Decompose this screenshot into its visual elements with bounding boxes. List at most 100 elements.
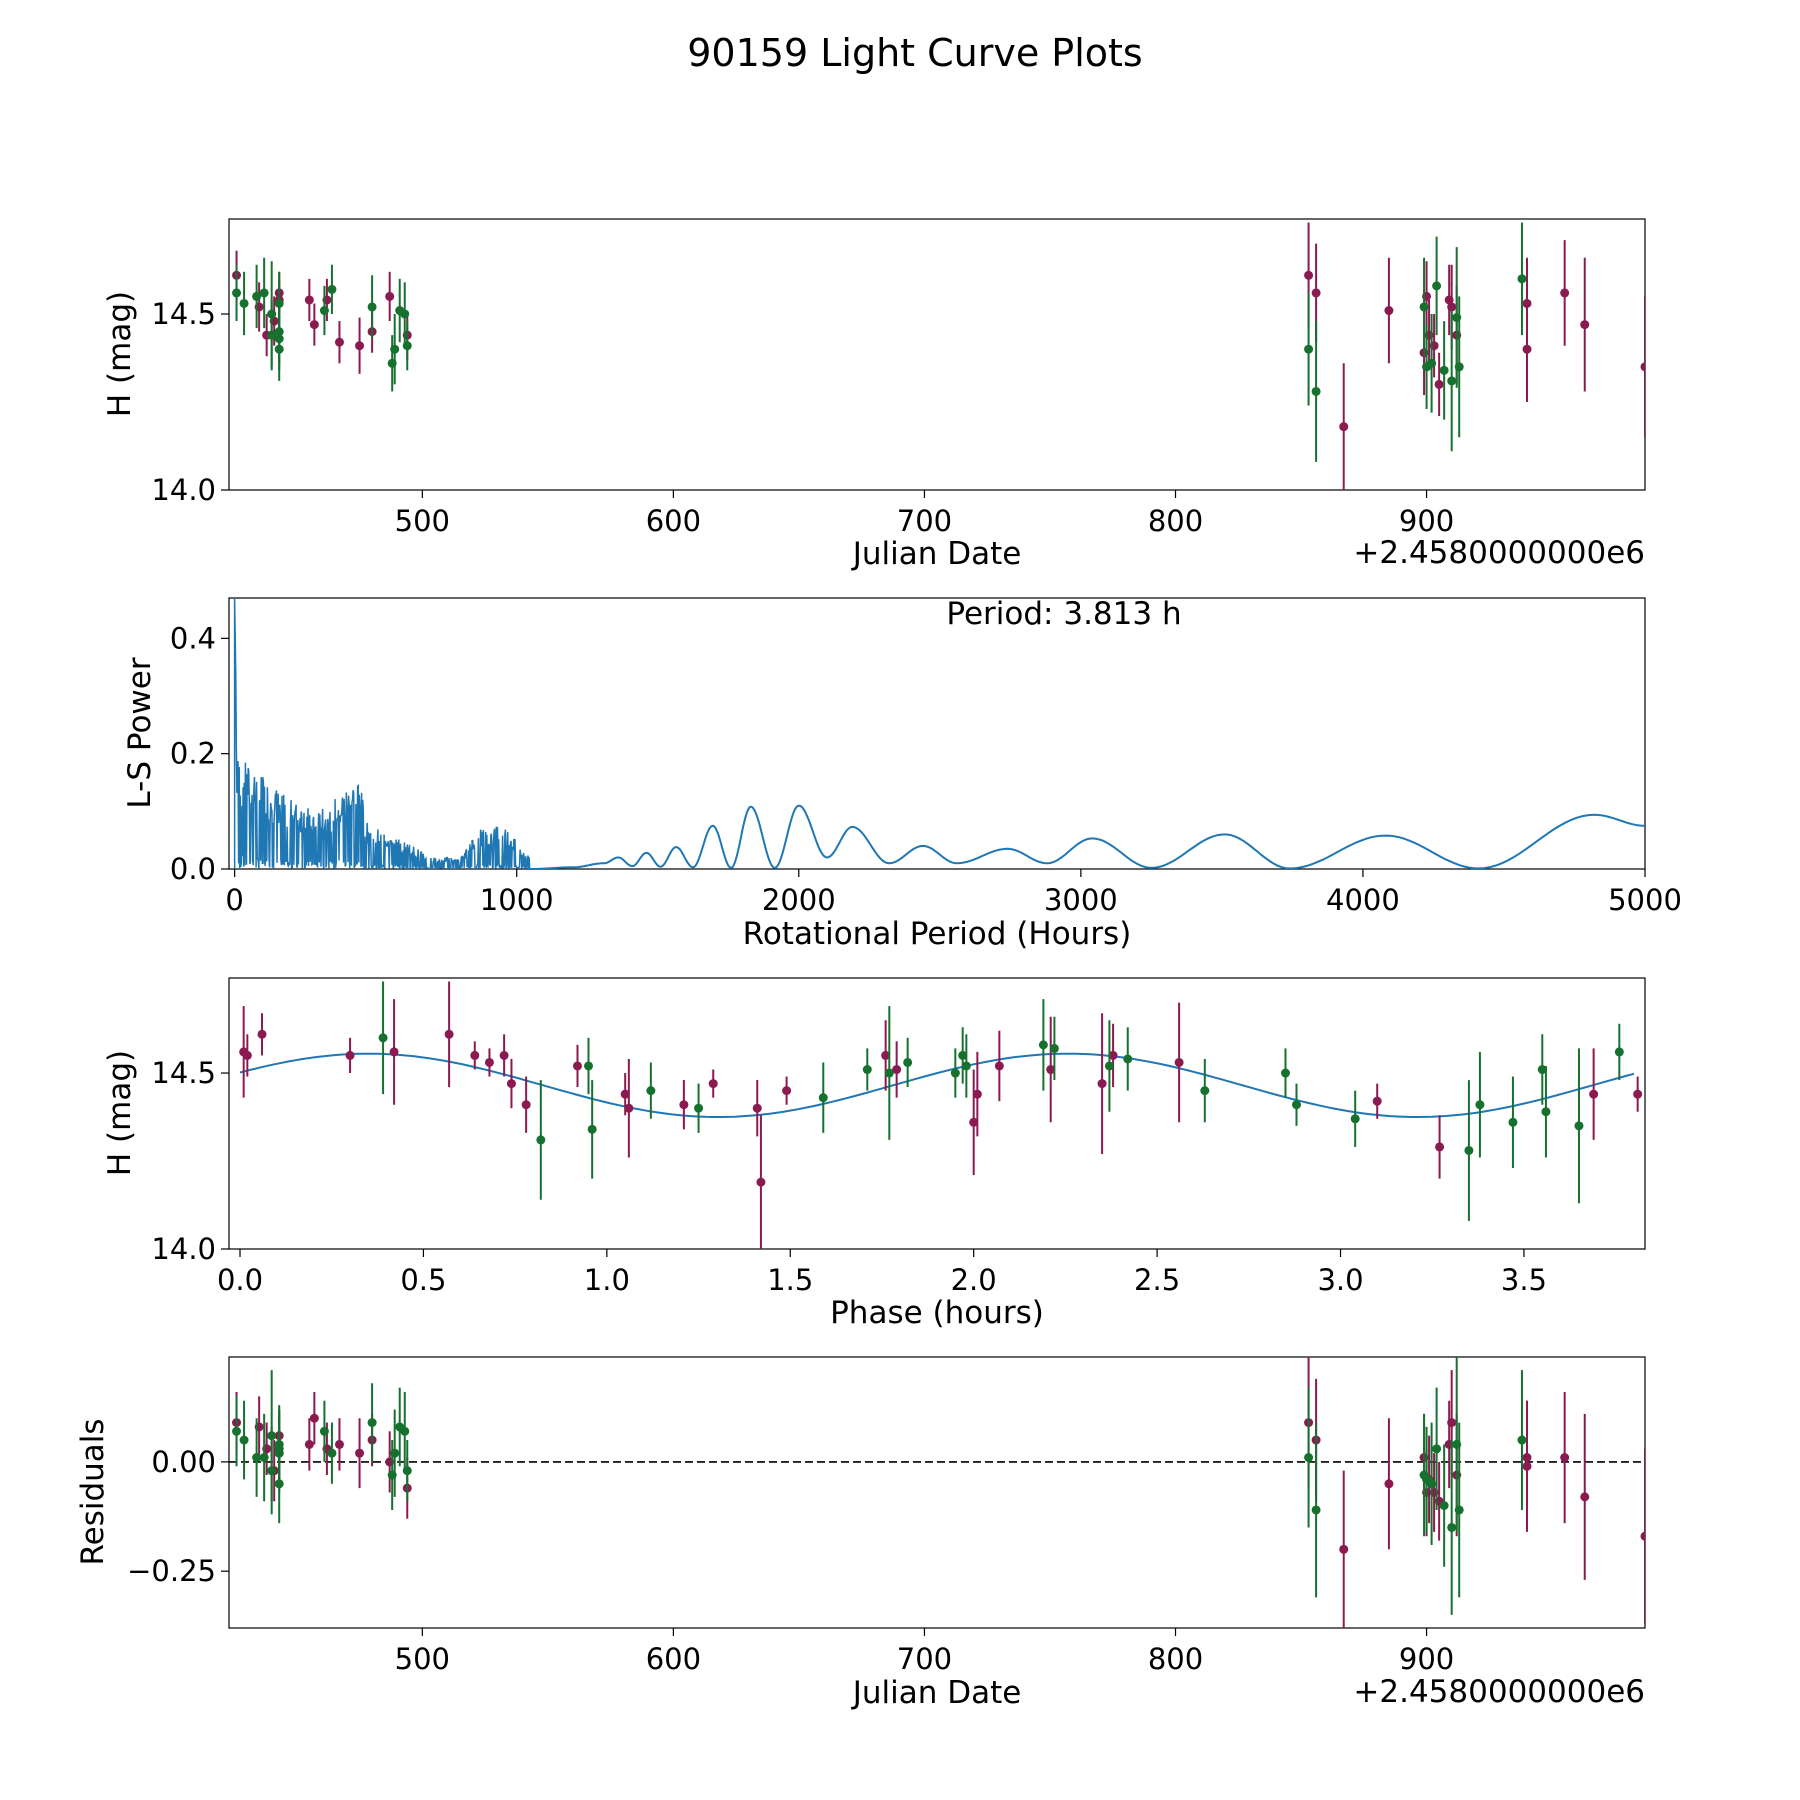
g-band-point (319, 306, 329, 316)
g-band-point (961, 1061, 971, 1071)
g-band-point (1304, 1453, 1314, 1463)
x-tick-label: 800 (1148, 504, 1203, 538)
figure-title: 90159 Light Curve Plots (687, 31, 1142, 75)
x-tick-label: 1000 (480, 883, 554, 917)
x-tick-label: 3.5 (1501, 1263, 1547, 1297)
r-band-point (969, 1117, 979, 1127)
x-tick-label: 800 (1148, 1642, 1203, 1676)
g-band-point (327, 284, 337, 294)
g-band-point (1447, 376, 1457, 386)
r-band-point (994, 1061, 1004, 1071)
r-band-point (1108, 1050, 1118, 1060)
g-band-point (1427, 358, 1437, 368)
r-band-point (444, 1029, 454, 1039)
g-band-point (1517, 274, 1527, 284)
r-band-point (1435, 1142, 1445, 1152)
x-tick-label: 700 (897, 1642, 952, 1676)
x-tick-label: 4000 (1326, 883, 1400, 917)
g-band-point (950, 1068, 960, 1078)
g-band-point (1432, 1444, 1442, 1454)
x-tick-label: 2.5 (1134, 1263, 1180, 1297)
y-tick-label: 0.2 (170, 737, 216, 771)
g-band-point (694, 1103, 704, 1113)
r-band-point (506, 1079, 516, 1089)
y-tick-label: 14.5 (151, 297, 216, 331)
r-band-point (1447, 302, 1457, 312)
g-band-point (1049, 1043, 1059, 1053)
r-band-point (355, 341, 365, 351)
g-band-point (1432, 281, 1442, 291)
periodogram-noise-line (233, 598, 532, 869)
g-band-point (1427, 1479, 1437, 1489)
y-tick-label: 0.00 (151, 1445, 216, 1479)
y-tick-label: 14.0 (151, 473, 216, 507)
g-band-point (1439, 365, 1449, 375)
x-tick-label: 5000 (1608, 883, 1682, 917)
g-band-point (1454, 362, 1464, 372)
residuals-markers (229, 1357, 1645, 1628)
r-band-point (1447, 1418, 1457, 1428)
r-band-point (881, 1050, 891, 1060)
lightcurve-panel: 500 600 700 800 900 14.0 14.5 Julian Date +2.4… (102, 218, 1646, 572)
g-band-point (1304, 344, 1314, 354)
g-band-point (1123, 1054, 1133, 1064)
g-band-point (390, 344, 400, 354)
periodogram-ylabel: L-S Power (122, 657, 158, 808)
periodogram-ticks: 0 1000 2000 3000 4000 5000 0.0 0.2 0.4 (170, 621, 1682, 917)
r-band-point (1522, 1461, 1532, 1471)
g-band-point (1541, 1107, 1551, 1117)
g-band-point (1454, 1505, 1464, 1515)
phased-ylabel: H (mag) (102, 1050, 138, 1176)
r-band-point (1339, 422, 1349, 432)
g-band-point (1311, 1505, 1321, 1515)
x-tick-label: 2.0 (951, 1263, 997, 1297)
r-band-point (1339, 1544, 1349, 1554)
g-band-point (259, 288, 269, 298)
x-tick-label: 1.5 (767, 1263, 813, 1297)
residuals-offset-text: +2.4580000000e6 (1353, 1674, 1645, 1710)
g-band-point (862, 1065, 872, 1075)
r-band-point (572, 1061, 582, 1071)
y-tick-label: 0.4 (170, 621, 216, 655)
r-band-point (242, 1050, 252, 1060)
g-band-point (239, 298, 249, 308)
lightcurve-ticks: 500 600 700 800 900 14.0 14.5 (151, 297, 1454, 538)
model-fit-line (239, 1052, 1635, 1118)
x-tick-label: 600 (646, 504, 701, 538)
periodogram-line (530, 804, 1645, 869)
x-tick-label: 600 (646, 1642, 701, 1676)
residuals-ticks: 500 600 700 800 900 0.00 −0.25 (127, 1445, 1454, 1676)
r-band-point (304, 1439, 314, 1449)
g-band-point (259, 1453, 269, 1463)
periodogram-curve-group (233, 598, 1645, 869)
x-tick-label: 3.0 (1317, 1263, 1363, 1297)
r-band-point (304, 295, 314, 305)
r-band-point (470, 1050, 480, 1060)
r-band-point (484, 1057, 494, 1067)
g-band-point (402, 1466, 412, 1476)
g-band-point (1464, 1145, 1474, 1155)
g-band-point (584, 1061, 594, 1071)
g-band-point (1292, 1100, 1302, 1110)
periodogram-panel: 0 1000 2000 3000 4000 5000 0.0 0.2 0.4 Period: 3… (122, 596, 1682, 952)
g-band-point (1350, 1114, 1360, 1124)
g-band-point (232, 1426, 242, 1436)
g-band-point (319, 1426, 329, 1436)
phased-markers (239, 981, 1643, 1249)
periodogram-xlabel: Rotational Period (Hours) (743, 916, 1132, 952)
g-band-point (1280, 1068, 1290, 1078)
g-band-point (400, 1426, 410, 1436)
g-band-point (252, 291, 262, 301)
g-band-point (1614, 1047, 1624, 1057)
r-band-point (679, 1100, 689, 1110)
g-band-point (267, 330, 277, 340)
lightcurve-offset-text: +2.4580000000e6 (1353, 535, 1645, 571)
r-band-point (1046, 1065, 1056, 1075)
g-band-point (1574, 1121, 1584, 1131)
r-band-point (345, 1050, 355, 1060)
r-band-point (892, 1065, 902, 1075)
r-band-point (1311, 288, 1321, 298)
periodogram-frame (228, 597, 1646, 870)
r-band-point (334, 337, 344, 347)
